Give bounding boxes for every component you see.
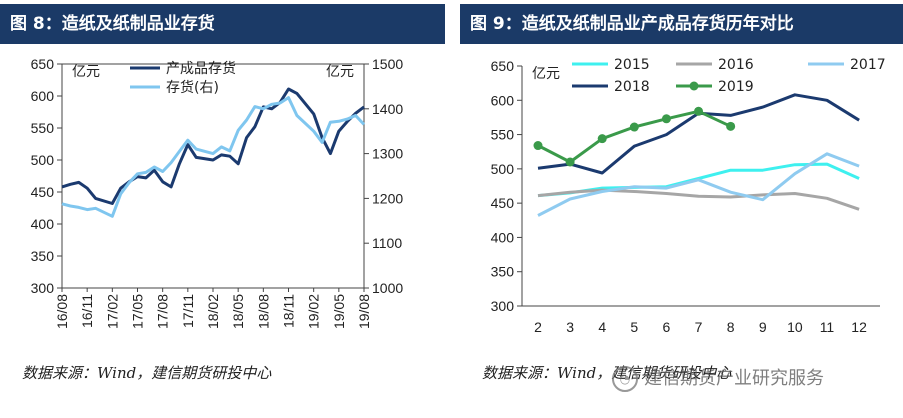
x-tick-label: 17/11 (180, 294, 196, 328)
series-point-2019 (726, 121, 736, 131)
y-left-tick-label: 650 (31, 56, 55, 72)
y-left-tick-label: 600 (31, 88, 55, 104)
series-line-2016 (537, 188, 860, 211)
y-right-tick-label: 1300 (372, 146, 403, 162)
series-point-2019 (533, 141, 543, 151)
x-tick-label: 17/08 (155, 294, 171, 329)
yearly-comparison-line-chart: 300 350 400 450 500 550 600 650 2 3 4 5 6 7 8 9 10 11 12 亿元… (491, 57, 886, 335)
series-point-2019 (565, 157, 575, 167)
x-tick-label: 19/02 (306, 294, 322, 329)
y-right-tick-label: 1400 (372, 101, 403, 117)
y-right-tick-label: 1000 (372, 280, 403, 296)
y-tick-label: 350 (491, 264, 515, 280)
series-line-0 (61, 87, 365, 205)
series-point-2019 (597, 134, 607, 144)
y-left-tick-label: 350 (31, 248, 55, 264)
x-tick-label: 12 (851, 319, 867, 335)
y-left-tick-label: 300 (31, 280, 55, 296)
plot-area-frame (61, 63, 365, 289)
y-tick-label: 550 (491, 127, 515, 143)
x-tick-label: 18/11 (281, 294, 297, 328)
y-right-tick-label: 1100 (372, 235, 402, 251)
legend-label-2017: 2017 (850, 57, 886, 73)
right-chart-title: 图 9：造纸及纸制品业产成品存货历年对比 (460, 4, 903, 44)
x-tick-label: 19/05 (331, 294, 347, 329)
left-data-source: 数据来源：Wind，建信期货研投中心 (22, 364, 272, 382)
inventory-line-chart: 300 350 400 450 500 550 600 650 1000 1100 1200 1300… (31, 56, 404, 329)
y-left-tick-label: 550 (31, 120, 55, 136)
left-axis-unit: 亿元 (72, 64, 100, 80)
series-point-2019 (629, 122, 639, 132)
y-left-tick-label: 400 (31, 216, 55, 232)
legend-label-2016: 2016 (718, 57, 754, 73)
legend-label-0: 产成品存货 (166, 60, 236, 77)
x-tick-label: 8 (727, 319, 735, 335)
wechat-icon: ◔ (612, 366, 638, 392)
y-right-tick-label: 1500 (372, 56, 403, 72)
x-tick-label: 18/02 (205, 294, 221, 329)
y-left-tick-label: 500 (31, 152, 55, 168)
y-tick-label: 300 (491, 298, 515, 314)
legend-label-2015: 2015 (614, 57, 650, 73)
series-line-1 (61, 96, 366, 218)
x-tick-label: 18/08 (255, 294, 271, 329)
x-tick-label: 18/05 (230, 294, 246, 329)
left-chart-panel: 图 8：造纸及纸制品业存货 300 350 400 450 500 550 600 650 10… (0, 0, 445, 418)
x-tick-label: 10 (787, 319, 803, 335)
x-tick-label: 5 (630, 319, 638, 335)
watermark-text: 建信期货产业研究服务 (644, 368, 824, 389)
x-tick-label: 16/11 (79, 294, 95, 328)
x-tick-label: 6 (663, 319, 671, 335)
series-point-2019 (661, 114, 671, 124)
x-tick-label: 17/05 (130, 294, 146, 329)
left-chart-title: 图 8：造纸及纸制品业存货 (0, 4, 445, 44)
series-point-2019 (694, 106, 704, 116)
y-tick-label: 600 (491, 92, 515, 108)
legend-label-2019: 2019 (718, 79, 754, 95)
x-tick-label: 17/02 (104, 294, 120, 329)
x-tick-label: 11 (820, 319, 835, 335)
x-tick-label: 7 (695, 319, 703, 335)
x-tick-label: 4 (598, 319, 606, 335)
y-tick-label: 500 (491, 161, 515, 177)
x-tick-label: 16/08 (54, 294, 70, 329)
right-data-source: 数据来源：Wind，建信期货研投中心 (482, 364, 732, 382)
right-axis-unit: 亿元 (326, 64, 354, 80)
y-axis-unit: 亿元 (532, 66, 560, 82)
watermark: ◔ 建信期货产业研究服务 (612, 364, 824, 392)
series-line-2019 (537, 109, 732, 164)
series-line-2018 (537, 93, 860, 175)
right-chart-panel: 图 9：造纸及纸制品业产成品存货历年对比 300 350 400 450 500 550 6… (460, 0, 903, 418)
x-tick-label: 9 (759, 319, 767, 335)
legend-label-2018: 2018 (614, 79, 650, 95)
y-right-tick-label: 1200 (372, 190, 403, 206)
legend-marker-2019 (689, 81, 699, 91)
series-line-2017 (537, 152, 860, 217)
x-tick-label: 3 (566, 319, 574, 335)
y-left-tick-label: 450 (31, 184, 55, 200)
x-tick-label: 2 (534, 319, 542, 335)
y-tick-label: 450 (491, 195, 515, 211)
y-tick-label: 650 (491, 58, 515, 74)
y-tick-label: 400 (491, 229, 515, 245)
x-tick-label: 19/08 (356, 294, 372, 329)
legend-label-1: 存货(右) (166, 79, 219, 96)
